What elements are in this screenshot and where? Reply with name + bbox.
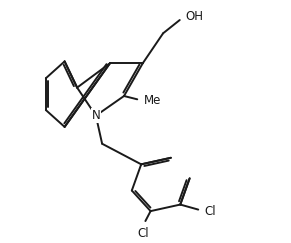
Text: Cl: Cl <box>205 205 217 218</box>
Text: N: N <box>91 109 100 122</box>
Text: OH: OH <box>185 10 203 23</box>
Text: Me: Me <box>144 94 161 107</box>
Text: Cl: Cl <box>137 227 149 240</box>
